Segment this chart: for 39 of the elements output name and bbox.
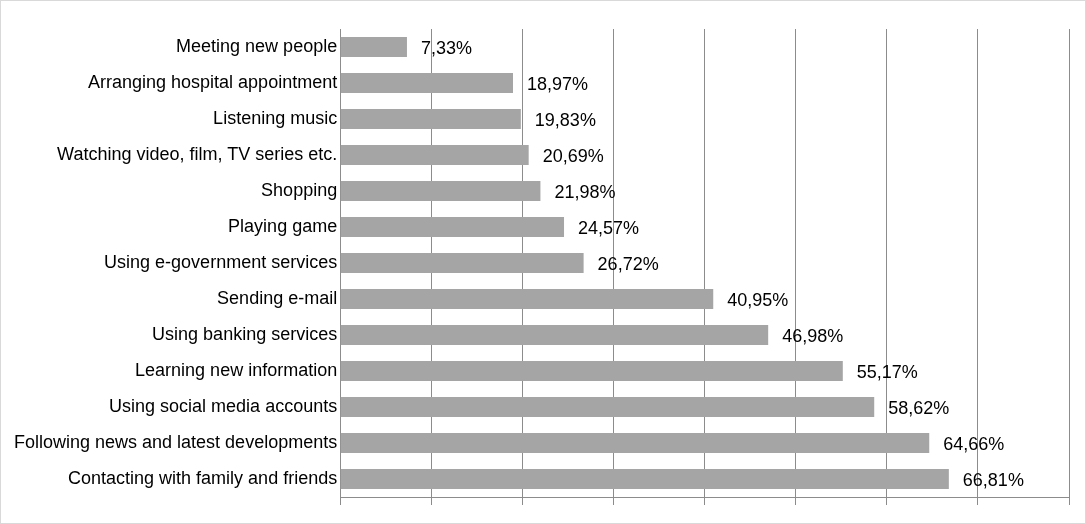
bar xyxy=(340,181,541,201)
y-tick-label: Using e-government services xyxy=(104,251,338,272)
data-label: 24,57% xyxy=(578,217,640,238)
bar xyxy=(340,145,529,165)
data-label: 20,69% xyxy=(542,145,604,166)
data-label: 26,72% xyxy=(597,253,659,274)
y-tick-label: Meeting new people xyxy=(176,35,338,56)
y-tick-label: Playing game xyxy=(228,215,338,236)
data-label: 7,33% xyxy=(420,37,473,58)
y-tick-label: Contacting with family and friends xyxy=(68,467,338,488)
bar xyxy=(340,397,875,417)
y-tick-label: Using banking services xyxy=(152,323,338,344)
bar xyxy=(340,469,949,489)
data-label: 21,98% xyxy=(554,181,616,202)
data-label: 46,98% xyxy=(782,325,844,346)
data-label: 58,62% xyxy=(888,397,950,418)
y-tick-label: Shopping xyxy=(261,179,338,200)
y-tick-label: Arranging hospital appointment xyxy=(88,71,338,92)
data-label: 19,83% xyxy=(534,109,596,130)
bar xyxy=(340,325,769,345)
y-tick-label: Using social media accounts xyxy=(109,395,338,416)
y-tick-label: Sending e-mail xyxy=(217,287,338,308)
y-tick-label: Learning new information xyxy=(135,359,338,380)
y-tick-label: Following news and latest developments xyxy=(14,431,338,452)
data-label: 64,66% xyxy=(943,433,1005,454)
y-tick-label: Listening music xyxy=(213,107,338,128)
bar xyxy=(340,361,843,381)
bar xyxy=(340,73,513,93)
bar xyxy=(340,37,407,57)
bar xyxy=(340,217,565,237)
bar xyxy=(340,109,521,129)
data-label: 18,97% xyxy=(527,73,589,94)
data-label: 66,81% xyxy=(962,469,1024,490)
data-label: 40,95% xyxy=(727,289,789,310)
bar xyxy=(340,253,584,273)
bar xyxy=(340,433,930,453)
data-label: 55,17% xyxy=(856,361,918,382)
bar xyxy=(340,289,714,309)
y-tick-label: Watching video, film, TV series etc. xyxy=(57,143,338,164)
